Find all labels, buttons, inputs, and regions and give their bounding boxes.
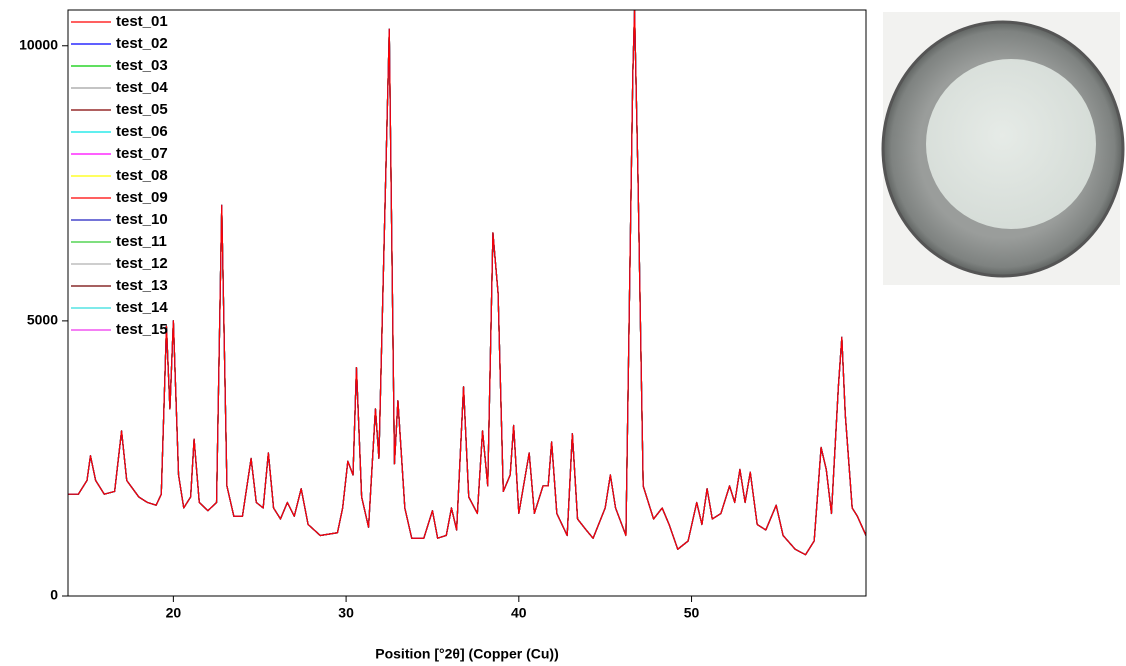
legend-label: test_09 xyxy=(116,189,168,206)
y-tick-label: 5000 xyxy=(27,312,58,328)
legend: test_01 test_02 test_03 test_04 test_05 test_… xyxy=(71,13,168,338)
x-tick-label: 30 xyxy=(338,605,354,621)
plot-frame xyxy=(67,9,867,597)
y-tick-label: 10000 xyxy=(19,36,58,52)
series-line xyxy=(68,10,866,556)
series-line xyxy=(68,10,866,556)
legend-label: test_13 xyxy=(116,277,168,294)
sample-photo xyxy=(881,12,1125,285)
legend-label: test_06 xyxy=(116,123,168,140)
series-line xyxy=(68,10,866,556)
legend-label: test_10 xyxy=(116,211,168,228)
y-tick-label: 0 xyxy=(50,587,58,603)
powder-sample xyxy=(926,59,1096,229)
legend-label: test_11 xyxy=(116,233,167,250)
series-line xyxy=(68,10,866,556)
series-line xyxy=(68,10,866,556)
series-line xyxy=(68,10,866,556)
legend-label: test_02 xyxy=(116,35,168,52)
series-line xyxy=(68,10,866,556)
x-tick-label: 40 xyxy=(511,605,527,621)
plot-area xyxy=(68,10,866,556)
series-line xyxy=(68,10,866,556)
x-tick-label: 50 xyxy=(684,605,700,621)
legend-label: test_01 xyxy=(116,13,168,30)
holder-rim xyxy=(881,20,1125,278)
series-line xyxy=(68,10,866,556)
legend-label: test_14 xyxy=(116,299,168,316)
legend-label: test_08 xyxy=(116,167,168,184)
legend-label: test_04 xyxy=(116,79,168,96)
x-tick-label: 20 xyxy=(166,605,182,621)
legend-label: test_05 xyxy=(116,101,168,118)
series-line xyxy=(68,10,866,556)
x-axis-label: Position [°2θ] (Copper (Cu)) xyxy=(375,646,558,662)
legend-label: test_12 xyxy=(116,255,168,272)
series-line xyxy=(68,10,866,556)
series-line xyxy=(68,10,866,556)
series-line xyxy=(68,10,866,556)
series-line xyxy=(68,10,866,556)
legend-label: test_07 xyxy=(116,145,168,162)
legend-label: test_15 xyxy=(116,321,168,338)
series-line xyxy=(68,10,866,556)
legend-label: test_03 xyxy=(116,57,168,74)
